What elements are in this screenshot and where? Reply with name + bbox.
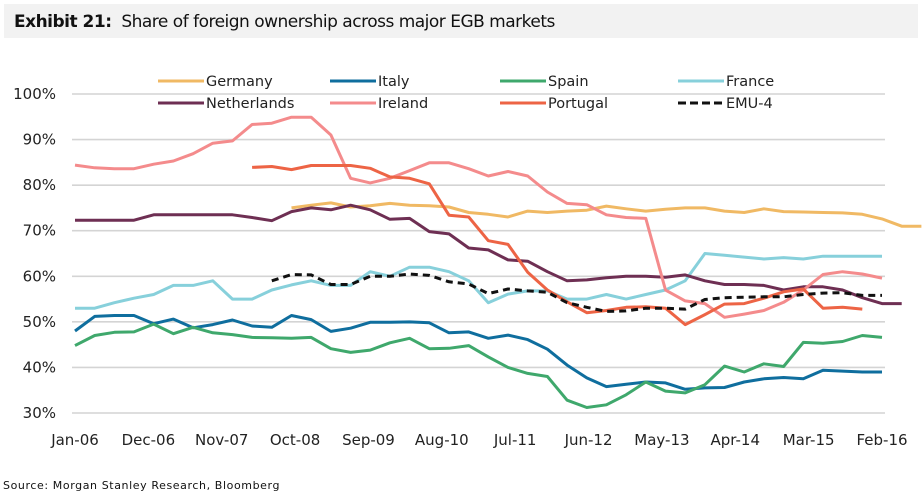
exhibit-label: Exhibit 21: bbox=[14, 12, 112, 32]
title-text: Share of foreign ownership across major … bbox=[121, 12, 555, 32]
series-line-emu-4 bbox=[271, 272, 882, 313]
series-line-netherlands bbox=[75, 203, 902, 306]
legend-item-netherlands: Netherlands bbox=[158, 96, 294, 112]
series-line-portugal bbox=[252, 164, 863, 327]
x-tick-label: Apr-14 bbox=[711, 431, 761, 449]
legend-label: EMU-4 bbox=[726, 96, 773, 112]
x-tick-label: Oct-08 bbox=[270, 431, 320, 449]
series-line-france bbox=[75, 252, 882, 310]
y-tick-label: 60% bbox=[23, 267, 56, 285]
y-axis-ticks: 30% 40% 50% 60% 70% 80% 90% 100% bbox=[13, 85, 56, 422]
x-tick-label: Jul-11 bbox=[493, 431, 537, 449]
series-line-ireland bbox=[74, 115, 883, 319]
series-line-germany bbox=[291, 201, 922, 228]
y-tick-label: 80% bbox=[23, 176, 56, 194]
legend-label: Portugal bbox=[548, 96, 608, 112]
legend: Germany Italy Spain France Netherlands Irelan… bbox=[158, 74, 774, 112]
legend-label: France bbox=[726, 74, 774, 90]
x-tick-label: Dec-06 bbox=[122, 431, 176, 449]
legend-label: Italy bbox=[378, 74, 410, 90]
legend-label: Ireland bbox=[378, 96, 428, 112]
y-tick-label: 100% bbox=[13, 85, 56, 103]
legend-item-emu-4: EMU-4 bbox=[678, 96, 773, 112]
legend-item-italy: Italy bbox=[330, 74, 410, 90]
legend-item-germany: Germany bbox=[158, 74, 273, 90]
series-line-spain bbox=[74, 322, 883, 409]
legend-label: Germany bbox=[206, 74, 273, 90]
y-tick-label: 50% bbox=[23, 313, 56, 331]
x-tick-label: Aug-10 bbox=[415, 431, 469, 449]
legend-item-portugal: Portugal bbox=[500, 96, 608, 112]
x-tick-label: May-13 bbox=[634, 431, 689, 449]
y-tick-label: 70% bbox=[23, 222, 56, 240]
x-tick-label: Jan-06 bbox=[50, 431, 99, 449]
legend-item-spain: Spain bbox=[500, 74, 589, 90]
series-lines bbox=[74, 115, 922, 409]
legend-label: Netherlands bbox=[206, 96, 294, 112]
x-axis-ticks: Jan-06 Dec-06 Nov-07 Oct-08 Sep-09 Aug-10 Jul-… bbox=[50, 431, 907, 449]
x-tick-label: Jun-12 bbox=[564, 431, 613, 449]
legend-label: Spain bbox=[548, 74, 589, 90]
x-tick-label: Mar-15 bbox=[783, 431, 835, 449]
gridlines bbox=[72, 93, 885, 414]
chart-title: Exhibit 21: Share of foreign ownership a… bbox=[14, 12, 555, 32]
x-tick-label: Feb-16 bbox=[856, 431, 907, 449]
x-tick-label: Sep-09 bbox=[342, 431, 395, 449]
legend-item-france: France bbox=[678, 74, 774, 90]
y-tick-label: 90% bbox=[23, 131, 56, 149]
legend-item-ireland: Ireland bbox=[330, 96, 428, 112]
y-tick-label: 40% bbox=[23, 358, 56, 376]
series-line-italy bbox=[74, 314, 882, 391]
title-bar: Exhibit 21: Share of foreign ownership a… bbox=[4, 4, 918, 38]
source-note: Source: Morgan Stanley Research, Bloombe… bbox=[3, 479, 281, 492]
x-tick-label: Nov-07 bbox=[195, 431, 248, 449]
y-tick-label: 30% bbox=[23, 404, 56, 422]
